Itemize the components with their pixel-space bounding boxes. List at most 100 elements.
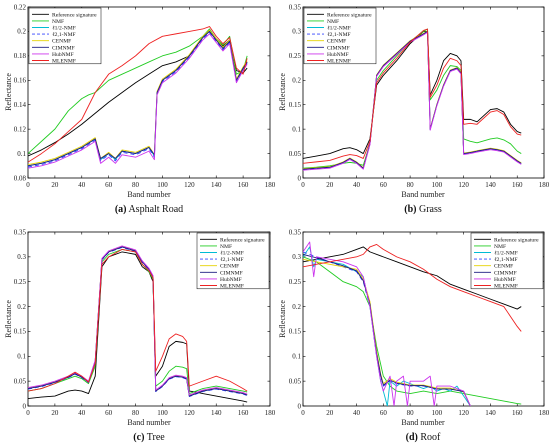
y-tick-label: 0.2: [17, 303, 26, 311]
series-group: [303, 28, 522, 171]
legend-entry: ℓ2,1-NMF: [220, 257, 244, 263]
x-tick-label: 160: [512, 409, 523, 417]
y-tick-label: 0.25: [289, 278, 302, 286]
caption-letter: (d): [406, 432, 418, 443]
x-tick-label: 20: [51, 181, 59, 189]
y-tick-label: 0.1: [292, 125, 301, 133]
legend-entry: CIMNMF: [52, 45, 75, 51]
series-line: [28, 26, 248, 163]
x-tick-label: 140: [485, 409, 496, 417]
legend: Reference signatureNMFℓ1/2-NMFℓ2,1-NMFCE…: [303, 7, 377, 65]
x-tick-label: 100: [432, 181, 443, 189]
series-line: [303, 246, 522, 310]
x-tick-label: 20: [326, 409, 334, 417]
caption-letter: (b): [404, 204, 416, 215]
series-line: [303, 28, 522, 164]
x-tick-label: 0: [26, 181, 30, 189]
legend-entry: ℓ2,1-NMF: [494, 257, 518, 263]
y-tick-label: 0.12: [14, 125, 27, 133]
x-tick-label: 0: [301, 181, 305, 189]
panel-caption: (a) Asphalt Road: [115, 204, 183, 215]
caption-letter: (c): [133, 432, 144, 443]
x-tick-label: 0: [26, 409, 30, 417]
x-tick-label: 20: [326, 181, 334, 189]
panel-d: Reflectance Band number (d) Roof 0 20 40 60…: [278, 228, 550, 443]
x-tick-label: 160: [512, 181, 523, 189]
y-tick-label: 0.25: [14, 278, 27, 286]
series-line: [303, 31, 522, 171]
legend-entry: NMF: [327, 19, 339, 25]
legend-entry: NMF: [494, 244, 506, 250]
legend-entry: NMF: [52, 19, 64, 25]
series-line: [303, 256, 522, 405]
y-tick-label: 0.18: [14, 52, 27, 60]
x-tick-label: 140: [211, 181, 222, 189]
x-tick-label: 160: [238, 409, 249, 417]
y-tick-label: 0.3: [17, 253, 26, 261]
x-tick-label: 120: [184, 409, 195, 417]
y-tick-label: 0.22: [14, 3, 27, 11]
x-tick-label: 80: [132, 181, 140, 189]
y-tick-label: 0.35: [289, 3, 302, 11]
legend-entry: ℓ1/2-NMF: [220, 251, 244, 257]
legend-entry: CIMNMF: [220, 270, 243, 276]
y-tick-label: 0.05: [14, 377, 27, 385]
caption-text: Tree: [147, 432, 166, 443]
x-tick-label: 120: [458, 181, 469, 189]
series-group: [28, 26, 248, 169]
legend-entry: CENMF: [327, 39, 346, 45]
series-line: [303, 243, 522, 332]
y-tick-label: 0.14: [14, 101, 27, 109]
x-tick-label: 40: [78, 181, 86, 189]
x-tick-label: 140: [211, 409, 222, 417]
legend-entry: HubNMF: [52, 52, 74, 58]
x-tick-label: 80: [407, 181, 415, 189]
series-line: [28, 246, 248, 397]
y-tick-label: 0.35: [289, 228, 302, 236]
series-group: [28, 245, 248, 403]
series-line: [28, 248, 248, 392]
panel-a: Reflectance Band number (a) Asphalt Road…: [4, 3, 276, 215]
x-tick-label: 180: [265, 181, 276, 189]
legend: Reference signatureNMFℓ1/2-NMFℓ2,1-NMFCE…: [196, 232, 270, 290]
y-tick-label: 0.1: [292, 353, 301, 361]
y-tick-label: 0.15: [289, 328, 302, 336]
legend: Reference signatureNMFℓ1/2-NMFℓ2,1-NMFCE…: [28, 7, 102, 65]
y-axis-label: Reflectance: [4, 300, 13, 338]
x-tick-label: 80: [132, 409, 140, 417]
x-tick-label: 60: [105, 181, 113, 189]
x-tick-label: 100: [432, 409, 443, 417]
y-tick-label: 0.3: [292, 253, 301, 261]
y-tick-label: 0.1: [17, 353, 26, 361]
x-tick-label: 40: [353, 181, 361, 189]
y-tick-label: 0.2: [292, 77, 301, 85]
legend-entry: ℓ1/2-NMF: [52, 26, 76, 32]
legend-entry: MLENMF: [52, 59, 76, 65]
legend-entry: MLENMF: [220, 284, 244, 290]
legend-entry: Reference signature: [327, 11, 372, 18]
x-axis-label: Band number: [127, 190, 171, 199]
y-axis-label: Reflectance: [4, 73, 13, 111]
legend-box: [470, 232, 544, 290]
x-tick-label: 120: [458, 409, 469, 417]
y-tick-label: 0.25: [289, 52, 302, 60]
y-tick-label: 0.05: [289, 377, 302, 385]
panel-caption: (d) Roof: [406, 432, 441, 443]
legend: Reference signatureNMFℓ1/2-NMFℓ2,1-NMFCE…: [470, 232, 544, 290]
legend-entry: Reference signature: [494, 236, 539, 243]
x-tick-label: 180: [539, 409, 550, 417]
series-line: [303, 28, 522, 169]
series-line: [28, 33, 248, 169]
panel-c: Reflectance Band number (c) Tree 0 20 40 60…: [4, 228, 276, 443]
caption-text: Grass: [419, 204, 442, 215]
y-tick-label: 0.15: [14, 328, 27, 336]
legend-entry: CENMF: [220, 264, 239, 270]
y-tick-label: 0.2: [292, 303, 301, 311]
x-tick-label: 0: [301, 409, 305, 417]
x-axis-label: Band number: [127, 418, 171, 427]
x-tick-label: 60: [380, 409, 388, 417]
series-line: [28, 248, 248, 395]
x-tick-label: 40: [353, 409, 361, 417]
legend-entry: HubNMF: [327, 52, 349, 58]
